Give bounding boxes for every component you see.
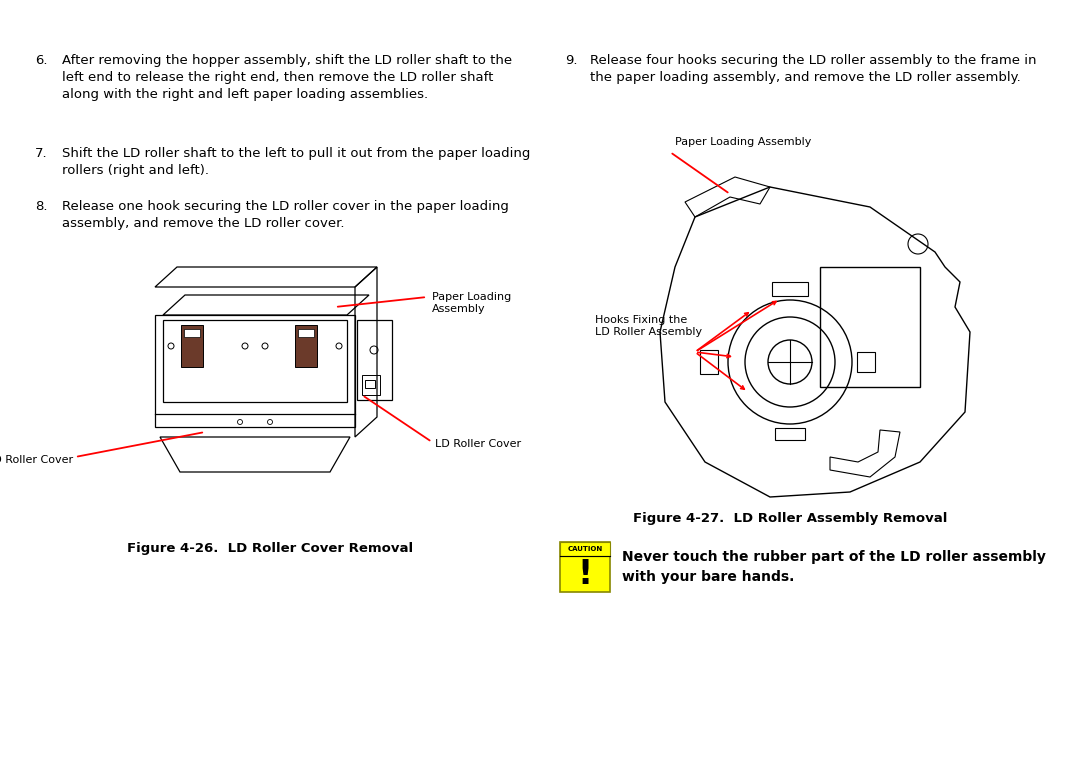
- Text: 7.: 7.: [35, 147, 48, 160]
- Bar: [181, 325, 203, 367]
- Text: Release four hooks securing the LD roller assembly to the frame in
the paper loa: Release four hooks securing the LD rolle…: [590, 54, 1037, 84]
- Text: Figure 4-26.  LD Roller Cover Removal: Figure 4-26. LD Roller Cover Removal: [127, 542, 413, 555]
- Text: Paper Loading Assembly: Paper Loading Assembly: [675, 137, 811, 147]
- Text: Release one hook securing the LD roller cover in the paper loading
assembly, and: Release one hook securing the LD roller …: [62, 200, 509, 230]
- Bar: [820, 267, 920, 387]
- Bar: [295, 325, 318, 367]
- Bar: [184, 329, 200, 337]
- Bar: [775, 428, 805, 440]
- Text: LD Roller Cover: LD Roller Cover: [0, 455, 73, 465]
- Bar: [561, 542, 610, 592]
- Text: EPSON Stylus Color 900: EPSON Stylus Color 900: [13, 9, 171, 22]
- Bar: [772, 282, 808, 296]
- Text: 118: 118: [1042, 741, 1067, 754]
- Text: Paper Loading
Assembly: Paper Loading Assembly: [432, 292, 511, 314]
- Text: !: !: [578, 559, 593, 591]
- Text: After removing the hopper assembly, shift the LD roller shaft to the
left end to: After removing the hopper assembly, shif…: [62, 54, 512, 101]
- Text: 6.: 6.: [35, 54, 48, 67]
- Text: Hooks Fixing the
LD Roller Assembly: Hooks Fixing the LD Roller Assembly: [595, 314, 702, 337]
- Bar: [561, 542, 610, 556]
- Text: Never touch the rubber part of the LD roller assembly
with your bare hands.: Never touch the rubber part of the LD ro…: [622, 550, 1045, 584]
- Text: CAUTION: CAUTION: [567, 546, 603, 552]
- Text: Disassembly Procedures: Disassembly Procedures: [459, 741, 621, 754]
- Bar: [700, 350, 718, 374]
- Text: 9.: 9.: [565, 54, 578, 67]
- Bar: [858, 352, 875, 372]
- Text: Figure 4-27.  LD Roller Assembly Removal: Figure 4-27. LD Roller Assembly Removal: [633, 512, 947, 525]
- Text: Shift the LD roller shaft to the left to pull it out from the paper loading
roll: Shift the LD roller shaft to the left to…: [62, 147, 530, 177]
- Bar: [357, 320, 392, 400]
- Bar: [365, 380, 375, 388]
- Text: Revision C: Revision C: [999, 9, 1067, 22]
- Text: Disassembly and Assembly: Disassembly and Assembly: [13, 741, 192, 754]
- Bar: [163, 320, 347, 402]
- Bar: [156, 315, 355, 427]
- Text: 8.: 8.: [35, 200, 48, 213]
- Text: LD Roller Cover: LD Roller Cover: [435, 439, 522, 449]
- Bar: [362, 375, 380, 395]
- Bar: [298, 329, 314, 337]
